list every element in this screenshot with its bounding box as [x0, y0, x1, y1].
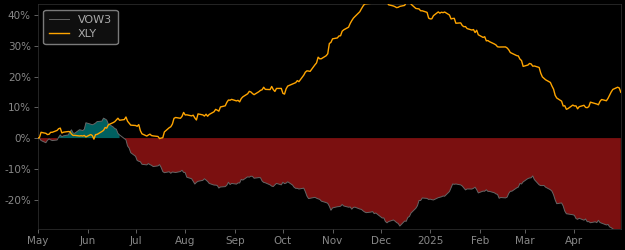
Line: XLY: XLY — [38, 0, 621, 139]
Legend: VOW3, XLY: VOW3, XLY — [43, 10, 118, 44]
Line: VOW3: VOW3 — [38, 118, 621, 233]
